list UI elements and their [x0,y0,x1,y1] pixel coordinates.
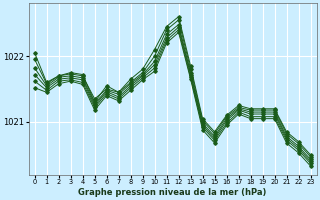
X-axis label: Graphe pression niveau de la mer (hPa): Graphe pression niveau de la mer (hPa) [78,188,267,197]
